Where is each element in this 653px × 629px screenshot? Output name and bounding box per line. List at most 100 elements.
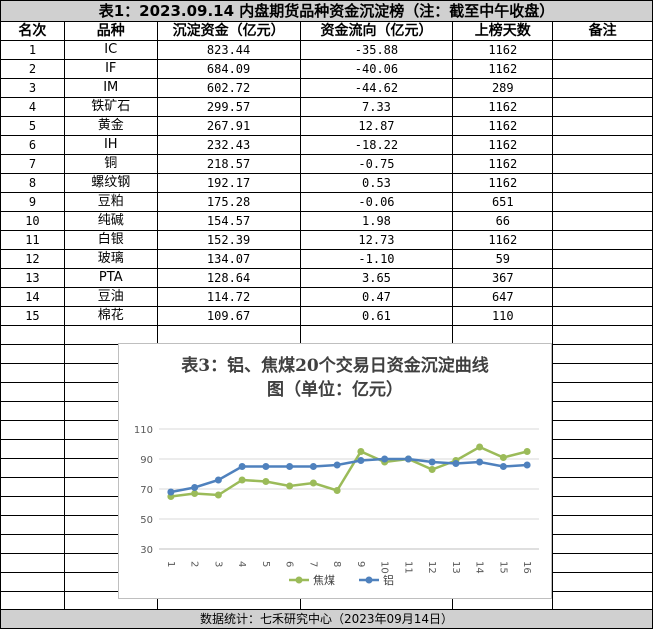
data-point: [262, 463, 270, 470]
empty-cell: [552, 534, 653, 554]
table-cell: 267.91: [156, 116, 301, 136]
data-point: [476, 458, 484, 466]
table-cell: [552, 173, 653, 193]
table-cell: IM: [63, 78, 158, 98]
table-cell: 1162: [452, 116, 554, 136]
table-cell: 134.07: [156, 249, 301, 269]
data-point: [262, 478, 270, 485]
table-cell: 289: [452, 78, 554, 98]
x-tick-label: 3: [212, 561, 223, 567]
table-row: 14 豆油 114.72 0.47 647: [0, 287, 653, 307]
data-point: [499, 454, 507, 461]
empty-cell: [552, 382, 653, 402]
table-header-row: 名次 品种 沉淀资金（亿元） 资金流向（亿元） 上榜天数 备注: [0, 21, 653, 41]
empty-cell: [0, 363, 65, 383]
table-row: 12 玻璃 134.07 -1.10 59: [0, 249, 653, 269]
table-cell: 13: [0, 268, 65, 288]
data-point: [286, 482, 294, 490]
table-row: 6 IH 232.43 -18.22 1162: [0, 135, 653, 155]
table-cell: 12.73: [299, 230, 454, 250]
empty-cell: [552, 591, 653, 611]
table-cell: IC: [63, 40, 158, 60]
legend-label: 焦煤: [313, 574, 335, 587]
x-tick-label: 12: [426, 561, 437, 574]
table-cell: 7.33: [299, 97, 454, 117]
table-cell: 152.39: [156, 230, 301, 250]
table-cell: 铁矿石: [63, 97, 158, 117]
x-tick-label: 2: [189, 561, 200, 567]
table-row: 2 IF 684.09 -40.06 1162: [0, 59, 653, 79]
table-cell: 黄金: [63, 116, 158, 136]
y-tick-label: 30: [140, 545, 153, 556]
table-cell: IH: [63, 135, 158, 155]
y-tick-label: 70: [140, 485, 153, 496]
table-cell: [552, 78, 653, 98]
x-tick-label: 15: [497, 561, 508, 574]
data-point: [428, 466, 436, 473]
empty-cell: [552, 363, 653, 383]
empty-cell: [552, 420, 653, 440]
table-cell: 192.17: [156, 173, 301, 193]
table-cell: 玻璃: [63, 249, 158, 269]
empty-cell: [0, 534, 65, 554]
table-cell: [552, 306, 653, 326]
data-point: [333, 461, 341, 469]
column-header: 上榜天数: [452, 21, 554, 41]
table-cell: 纯碱: [63, 211, 158, 231]
empty-cell: [552, 325, 653, 345]
table-cell: 5: [0, 116, 65, 136]
empty-cell: [0, 344, 65, 364]
table-cell: [552, 40, 653, 60]
table-row: 13 PTA 128.64 3.65 367: [0, 268, 653, 288]
table-cell: 14: [0, 287, 65, 307]
data-point: [476, 443, 484, 451]
data-point: [428, 458, 436, 466]
table-cell: 1162: [452, 135, 554, 155]
x-tick-label: 11: [402, 561, 413, 574]
data-point: [452, 460, 460, 467]
empty-cell: [452, 325, 554, 345]
chart-title-line-2: 图（单位：亿元）: [267, 380, 403, 400]
table-cell: 128.64: [156, 268, 301, 288]
x-tick-label: 13: [450, 561, 461, 574]
x-tick-label: 16: [521, 561, 532, 574]
empty-cell: [552, 572, 653, 592]
data-point: [191, 490, 199, 497]
data-point: [381, 455, 389, 463]
table-row: 11 白银 152.39 12.73 1162: [0, 230, 653, 250]
table-cell: 59: [452, 249, 554, 269]
table-cell: 175.28: [156, 192, 301, 212]
column-header: 备注: [552, 21, 653, 41]
table-cell: 白银: [63, 230, 158, 250]
y-tick-label: 90: [140, 455, 153, 466]
column-header: 名次: [0, 21, 65, 41]
table-cell: [552, 154, 653, 174]
y-tick-label: 110: [134, 425, 153, 436]
x-tick-label: 9: [355, 561, 366, 567]
legend-marker: [365, 576, 373, 584]
table-cell: 螺纹钢: [63, 173, 158, 193]
table-cell: [552, 192, 653, 212]
table-cell: 109.67: [156, 306, 301, 326]
table-cell: [552, 135, 653, 155]
line-chart: 表3：铝、焦煤20个交易日资金沉淀曲线 图（单位：亿元） 30 50 70 90 110…: [118, 343, 552, 599]
table-cell: 154.57: [156, 211, 301, 231]
table-cell: 棉花: [63, 306, 158, 326]
data-point: [523, 448, 531, 455]
table-title: 表1：2023.09.14 内盘期货品种资金沉淀榜（注：截至中午收盘）: [0, 0, 653, 22]
empty-cell: [156, 325, 301, 345]
table-cell: 3.65: [299, 268, 454, 288]
table-row: 8 螺纹钢 192.17 0.53 1162: [0, 173, 653, 193]
table-cell: 1162: [452, 154, 554, 174]
x-tick-label: 6: [284, 561, 295, 567]
table-row: 9 豆粕 175.28 -0.06 651: [0, 192, 653, 212]
table-cell: [552, 59, 653, 79]
data-point: [404, 455, 412, 463]
table-cell: 11: [0, 230, 65, 250]
table-cell: 1.98: [299, 211, 454, 231]
empty-cell: [0, 401, 65, 421]
table-cell: -1.10: [299, 249, 454, 269]
table-cell: 12.87: [299, 116, 454, 136]
table-cell: -40.06: [299, 59, 454, 79]
table-cell: 10: [0, 211, 65, 231]
